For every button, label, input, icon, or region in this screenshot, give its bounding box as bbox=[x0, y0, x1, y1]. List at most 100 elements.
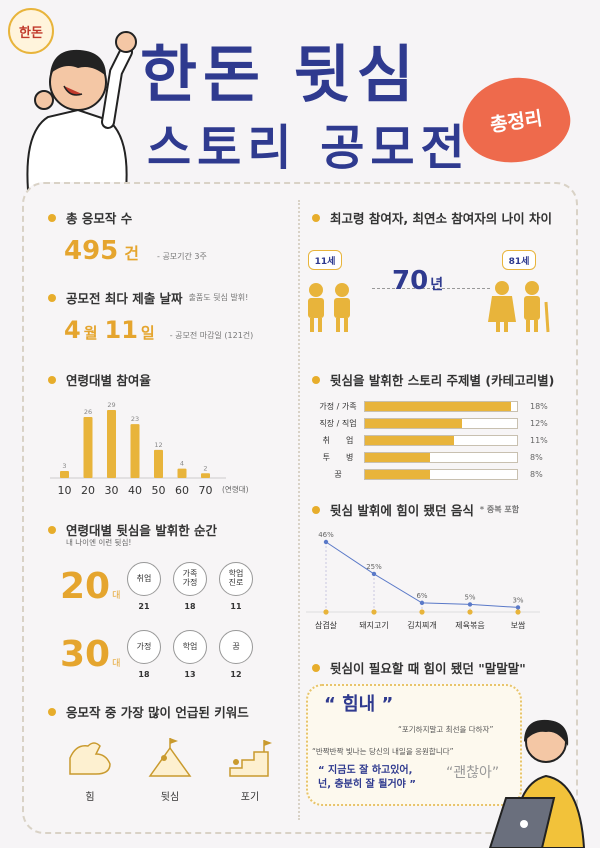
oldest-age-label: 81세 bbox=[502, 250, 536, 270]
max-submission-heading: 공모전 최다 제출 날짜 출품도 뒷심 발휘! bbox=[48, 288, 248, 307]
age-moment-item: 취업 21 bbox=[124, 562, 164, 611]
bullet-dot bbox=[312, 505, 320, 514]
moment-category-circle: 꿈 bbox=[219, 630, 253, 664]
food-name-label: 삼겹살 bbox=[315, 620, 338, 630]
age-participation-label: 연령대별 참여율 bbox=[66, 373, 151, 388]
total-entries-label: 총 응모작 수 bbox=[66, 211, 133, 226]
age-category-tick: 30 bbox=[105, 484, 119, 497]
bullet-dot bbox=[312, 663, 320, 672]
max-submission-note: - 공모전 마감일 (121건) bbox=[169, 331, 254, 340]
age-moments-groups: 20 대 취업 21 가족 가정 18 학업 진로 11 30 대 가정 18 학업 13 꿈 12 bbox=[60, 562, 290, 698]
foods-sub: * 중복 포함 bbox=[479, 505, 520, 514]
age-group-unit: 대 bbox=[112, 659, 121, 669]
age-group-label: 30 대 bbox=[60, 630, 124, 675]
food-name-label: 김치찌개 bbox=[407, 620, 436, 630]
age-bar bbox=[130, 424, 140, 478]
food-point bbox=[419, 600, 425, 606]
category-bar-track bbox=[364, 469, 518, 480]
quote-never-give-up: “포기하지말고 최선을 다하자” bbox=[398, 725, 494, 734]
food-base-dot bbox=[515, 609, 521, 615]
category-bar-track bbox=[364, 401, 518, 412]
category-bar bbox=[365, 419, 463, 428]
food-point bbox=[323, 539, 329, 545]
age-gap-heading: 최고령 참여자, 최연소 참여자의 나이 차이 bbox=[312, 208, 552, 227]
stairs-flag-icon bbox=[229, 740, 272, 777]
food-value-label: 6% bbox=[416, 592, 427, 600]
food-base-dot bbox=[323, 609, 329, 615]
age-group-value: 30 bbox=[60, 634, 111, 675]
foods-heading: 뒷심 발휘에 힘이 됐던 음식 * 중복 포함 bbox=[312, 500, 519, 519]
food-value-label: 46% bbox=[318, 531, 334, 539]
food-value-label: 25% bbox=[366, 563, 382, 571]
total-entries-note: - 공모기간 3주 bbox=[157, 252, 207, 261]
category-bar-track bbox=[364, 452, 518, 463]
bullet-dot bbox=[48, 293, 56, 302]
moment-category-circle: 가족 가정 bbox=[173, 562, 207, 596]
age-group-label: 20 대 bbox=[60, 562, 124, 607]
category-percent: 8% bbox=[530, 453, 543, 462]
categories-label: 뒷심을 발휘한 스토리 주제별 (카테고리별) bbox=[330, 373, 555, 388]
moment-count: 13 bbox=[184, 670, 196, 679]
bullet-dot bbox=[48, 375, 56, 384]
age-group-unit: 대 bbox=[112, 591, 121, 601]
moment-category-circle: 학업 bbox=[173, 630, 207, 664]
age-moment-item: 학업 진로 11 bbox=[216, 562, 256, 611]
children-icon bbox=[308, 283, 350, 332]
moment-count: 12 bbox=[230, 670, 242, 679]
category-row: 직장 / 직업 12% bbox=[312, 415, 552, 432]
keywords-row: 힘 뒷심 포기 bbox=[60, 738, 280, 803]
bullet-dot bbox=[48, 707, 56, 716]
age-bar-value-label: 3 bbox=[62, 462, 66, 470]
summary-badge: 총정리 bbox=[456, 70, 576, 170]
page-title-line1: 한돈 뒷심 bbox=[140, 38, 420, 111]
keyword-item: 포기 bbox=[220, 738, 280, 803]
age-group-value: 20 bbox=[60, 566, 111, 607]
category-percent: 18% bbox=[530, 402, 548, 411]
category-percent: 12% bbox=[530, 419, 548, 428]
woman-laptop-illustration bbox=[488, 719, 586, 848]
keyword-item: 힘 bbox=[60, 738, 120, 803]
age-gap-line bbox=[372, 288, 490, 289]
category-bar bbox=[365, 402, 511, 411]
max-submission-day-unit: 일 bbox=[140, 324, 155, 342]
moment-category-circle: 가정 bbox=[127, 630, 161, 664]
age-moment-item: 가정 18 bbox=[124, 630, 164, 679]
age-gap-value: 70 bbox=[392, 266, 429, 296]
quote-doing-well: “ 지금도 잘 하고있어, 넌, 충분히 잘 될거야 ” bbox=[318, 765, 416, 790]
food-value-label: 5% bbox=[464, 593, 475, 601]
age-group-row: 30 대 가정 18 학업 13 꿈 12 bbox=[60, 630, 290, 698]
food-base-dot bbox=[371, 609, 377, 615]
categories-heading: 뒷심을 발휘한 스토리 주제별 (카테고리별) bbox=[312, 370, 554, 389]
age-bar-value-label: 26 bbox=[84, 408, 92, 416]
keyword-item: 뒷심 bbox=[140, 738, 200, 803]
categories-chart: 가정 / 가족 18% 직장 / 직업 12% 취 업 11% 투 병 8% 꿈 8% bbox=[312, 398, 552, 483]
age-group-row: 20 대 취업 21 가족 가정 18 학업 진로 11 bbox=[60, 562, 290, 630]
category-row: 가정 / 가족 18% bbox=[312, 398, 552, 415]
max-submission-month-unit: 월 bbox=[83, 324, 98, 342]
category-bar bbox=[365, 453, 430, 462]
quotes-box bbox=[306, 684, 522, 806]
age-category-tick: 50 bbox=[152, 484, 166, 497]
age-bar-value-label: 23 bbox=[131, 415, 139, 423]
age-participation-chart: 3 10 26 20 29 30 23 40 12 50 4 60 2 70 bbox=[50, 401, 226, 497]
bullet-dot bbox=[312, 375, 320, 384]
quote-bright-future: “반짝반짝 빛나는 당신의 내일을 응원합니다” bbox=[312, 747, 454, 756]
age-category-tick: 20 bbox=[81, 484, 95, 497]
words-heading: 뒷심이 필요할 때 힘이 됐던 "말말말" bbox=[312, 658, 526, 677]
age-category-tick: 70 bbox=[199, 484, 213, 497]
elderly-couple-icon bbox=[488, 281, 550, 333]
keyword-label: 뒷심 bbox=[160, 792, 180, 803]
food-name-label: 제육볶음 bbox=[455, 621, 484, 630]
category-bar bbox=[365, 436, 455, 445]
food-name-label: 보쌈 bbox=[511, 620, 526, 630]
age-bar bbox=[201, 473, 210, 478]
age-participation-heading: 연령대별 참여율 bbox=[48, 370, 151, 389]
age-bar bbox=[154, 449, 163, 478]
age-category-tick: 40 bbox=[128, 484, 142, 497]
food-value-label: 3% bbox=[512, 596, 523, 604]
age-bar-value-label: 4 bbox=[180, 460, 184, 468]
age-moment-item: 가족 가정 18 bbox=[170, 562, 210, 611]
total-entries-heading: 총 응모작 수 bbox=[48, 208, 132, 227]
max-submission-month: 4 bbox=[64, 316, 81, 344]
keyword-label: 포기 bbox=[240, 792, 260, 803]
